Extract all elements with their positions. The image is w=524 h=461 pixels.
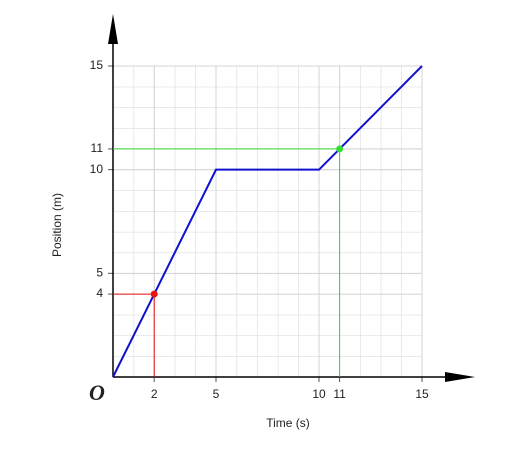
x-tick-label: 10 [312,387,326,401]
y-tick-label: 5 [96,266,103,280]
y-tick-label: 11 [91,141,104,155]
data-line [112,65,423,378]
origin-label: O [89,380,105,405]
y-tick-label: 15 [90,58,104,72]
y-tick-label: 10 [90,162,104,176]
x-axis-arrow [445,372,475,382]
highlight-point [336,145,344,153]
y-axis-arrow [108,14,118,44]
x-axis-title: Time (s) [266,416,310,430]
highlight-point [150,290,158,298]
y-axis-title: Position (m) [50,193,64,257]
x-tick-label: 2 [151,387,158,401]
y-tick-label: 4 [96,286,103,300]
x-tick-label: 5 [213,387,220,401]
x-tick-label: 15 [415,387,429,401]
x-tick-label: 11 [333,387,346,401]
